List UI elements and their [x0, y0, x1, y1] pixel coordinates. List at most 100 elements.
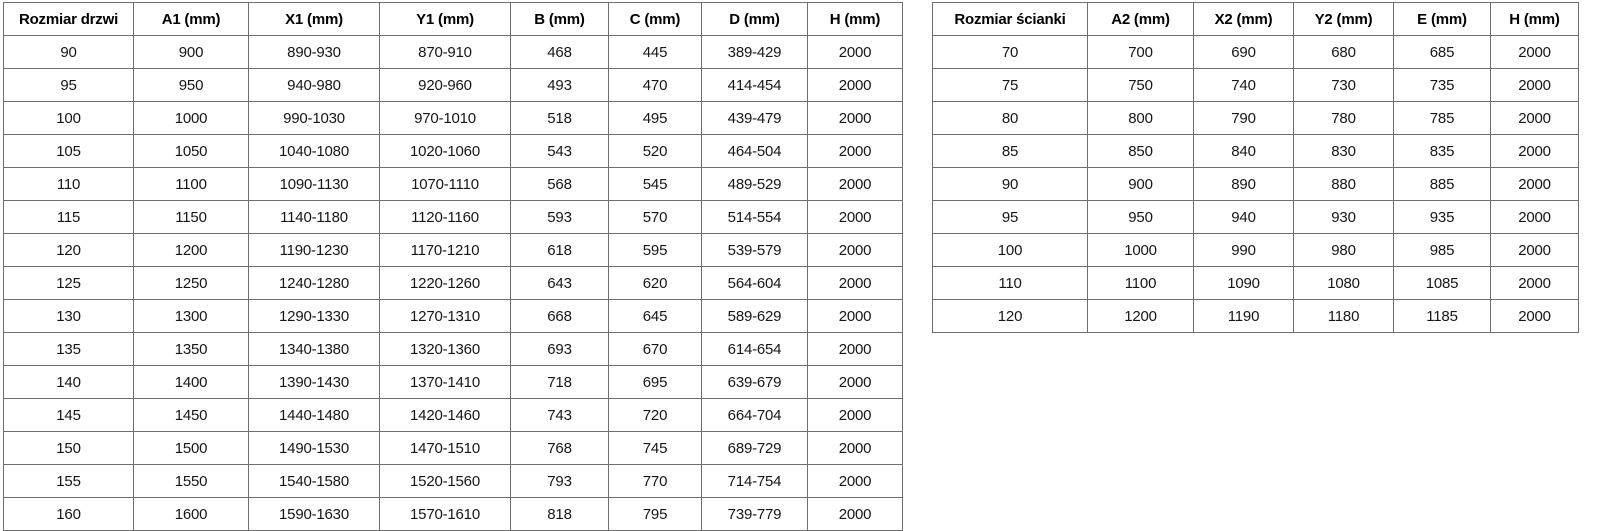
doors-cell-r11-c6: 664-704: [701, 398, 808, 432]
walls-cell-r1-c1: 750: [1087, 68, 1194, 102]
doors-cell-r7-c5: 620: [608, 266, 702, 300]
walls-column-header-0: Rozmiar ścianki: [932, 2, 1088, 36]
doors-cell-r7-c6: 564-604: [701, 266, 808, 300]
walls-cell-r0-c2: 690: [1193, 35, 1294, 69]
walls-cell-r3-c0: 85: [932, 134, 1088, 168]
table-row: 110 1100 1090 1080 1085 2000: [932, 266, 1579, 300]
walls-cell-r7-c1: 1100: [1087, 266, 1194, 300]
doors-cell-r3-c3: 1020-1060: [379, 134, 511, 168]
doors-cell-r0-c6: 389-429: [701, 35, 808, 69]
doors-cell-r12-c0: 150: [3, 431, 134, 465]
doors-cell-r9-c3: 1320-1360: [379, 332, 511, 366]
table-row: 85 850 840 830 835 2000: [932, 134, 1579, 168]
doors-cell-r2-c0: 100: [3, 101, 134, 135]
doors-column-header-1: A1 (mm): [133, 2, 249, 36]
doors-cell-r0-c5: 445: [608, 35, 702, 69]
doors-cell-r10-c0: 140: [3, 365, 134, 399]
walls-cell-r6-c3: 980: [1293, 233, 1394, 267]
walls-cell-r5-c0: 95: [932, 200, 1088, 234]
doors-cell-r8-c5: 645: [608, 299, 702, 333]
doors-cell-r8-c6: 589-629: [701, 299, 808, 333]
doors-cell-r1-c1: 950: [133, 68, 249, 102]
doors-cell-r3-c5: 520: [608, 134, 702, 168]
table-row: 115 1150 1140-1180 1120-1160 593 570 514-554 20…: [3, 200, 903, 234]
walls-cell-r7-c2: 1090: [1193, 266, 1294, 300]
walls-cell-r3-c1: 850: [1087, 134, 1194, 168]
table-row: 160 1600 1590-1630 1570-1610 818 795 739-779 20…: [3, 497, 903, 531]
doors-cell-r4-c3: 1070-1110: [379, 167, 511, 201]
doors-cell-r4-c7: 2000: [807, 167, 903, 201]
doors-cell-r12-c3: 1470-1510: [379, 431, 511, 465]
table-row: 150 1500 1490-1530 1470-1510 768 745 689-729 20…: [3, 431, 903, 465]
doors-column-header-5: C (mm): [608, 2, 702, 36]
doors-cell-r3-c4: 543: [510, 134, 609, 168]
walls-cell-r6-c5: 2000: [1490, 233, 1579, 267]
doors-cell-r14-c3: 1570-1610: [379, 497, 511, 531]
walls-column-header-1: A2 (mm): [1087, 2, 1194, 36]
doors-cell-r14-c4: 818: [510, 497, 609, 531]
doors-cell-r12-c1: 1500: [133, 431, 249, 465]
doors-cell-r11-c3: 1420-1460: [379, 398, 511, 432]
table-row: 130 1300 1290-1330 1270-1310 668 645 589-629 20…: [3, 299, 903, 333]
walls-cell-r5-c2: 940: [1193, 200, 1294, 234]
doors-cell-r13-c2: 1540-1580: [248, 464, 380, 498]
walls-cell-r5-c1: 950: [1087, 200, 1194, 234]
walls-cell-r2-c3: 780: [1293, 101, 1394, 135]
doors-cell-r5-c7: 2000: [807, 200, 903, 234]
doors-cell-r11-c5: 720: [608, 398, 702, 432]
doors-cell-r11-c2: 1440-1480: [248, 398, 380, 432]
table-row: 120 1200 1190-1230 1170-1210 618 595 539-579 20…: [3, 233, 903, 267]
doors-cell-r12-c7: 2000: [807, 431, 903, 465]
doors-cell-r3-c6: 464-504: [701, 134, 808, 168]
doors-cell-r12-c6: 689-729: [701, 431, 808, 465]
table-row: 90 900 890 880 885 2000: [932, 167, 1579, 201]
walls-cell-r0-c3: 680: [1293, 35, 1394, 69]
doors-cell-r14-c2: 1590-1630: [248, 497, 380, 531]
doors-cell-r5-c2: 1140-1180: [248, 200, 380, 234]
walls-specification-table: Rozmiar ścianki A2 (mm) X2 (mm) Y2 (mm) E (m…: [932, 2, 1579, 333]
doors-cell-r6-c6: 539-579: [701, 233, 808, 267]
doors-column-header-4: B (mm): [510, 2, 609, 36]
walls-cell-r6-c2: 990: [1193, 233, 1294, 267]
walls-cell-r3-c2: 840: [1193, 134, 1294, 168]
doors-column-header-0: Rozmiar drzwi: [3, 2, 134, 36]
doors-cell-r7-c3: 1220-1260: [379, 266, 511, 300]
doors-cell-r8-c1: 1300: [133, 299, 249, 333]
doors-cell-r11-c0: 145: [3, 398, 134, 432]
walls-cell-r4-c4: 885: [1393, 167, 1491, 201]
doors-cell-r13-c3: 1520-1560: [379, 464, 511, 498]
walls-cell-r0-c0: 70: [932, 35, 1088, 69]
doors-cell-r0-c7: 2000: [807, 35, 903, 69]
doors-cell-r2-c2: 990-1030: [248, 101, 380, 135]
doors-table-body: 90 900 890-930 870-910 468 445 389-429 2000 95 95…: [3, 35, 903, 531]
spec-tables-page: Rozmiar drzwi A1 (mm) X1 (mm) Y1 (mm) B (mm)…: [3, 2, 1579, 531]
walls-cell-r4-c5: 2000: [1490, 167, 1579, 201]
doors-cell-r0-c3: 870-910: [379, 35, 511, 69]
walls-cell-r3-c5: 2000: [1490, 134, 1579, 168]
doors-cell-r5-c6: 514-554: [701, 200, 808, 234]
table-row: 110 1100 1090-1130 1070-1110 568 545 489-529 20…: [3, 167, 903, 201]
doors-column-header-6: D (mm): [701, 2, 808, 36]
doors-cell-r8-c3: 1270-1310: [379, 299, 511, 333]
doors-cell-r2-c6: 439-479: [701, 101, 808, 135]
doors-cell-r12-c5: 745: [608, 431, 702, 465]
walls-cell-r2-c1: 800: [1087, 101, 1194, 135]
walls-table-body: 70 700 690 680 685 2000 75 750 740 730 735 2000 80 80…: [932, 35, 1579, 333]
doors-cell-r7-c0: 125: [3, 266, 134, 300]
walls-cell-r7-c4: 1085: [1393, 266, 1491, 300]
table-row: 155 1550 1540-1580 1520-1560 793 770 714-754 20…: [3, 464, 903, 498]
table-row: 95 950 940 930 935 2000: [932, 200, 1579, 234]
table-row: 105 1050 1040-1080 1020-1060 543 520 464-504 20…: [3, 134, 903, 168]
doors-cell-r0-c1: 900: [133, 35, 249, 69]
table-row: 75 750 740 730 735 2000: [932, 68, 1579, 102]
walls-cell-r4-c1: 900: [1087, 167, 1194, 201]
doors-cell-r14-c7: 2000: [807, 497, 903, 531]
doors-cell-r4-c1: 1100: [133, 167, 249, 201]
doors-cell-r3-c0: 105: [3, 134, 134, 168]
table-row: 135 1350 1340-1380 1320-1360 693 670 614-654 20…: [3, 332, 903, 366]
doors-cell-r6-c0: 120: [3, 233, 134, 267]
doors-specification-table: Rozmiar drzwi A1 (mm) X1 (mm) Y1 (mm) B (mm)…: [3, 2, 903, 531]
doors-cell-r4-c0: 110: [3, 167, 134, 201]
doors-cell-r5-c3: 1120-1160: [379, 200, 511, 234]
table-row: 90 900 890-930 870-910 468 445 389-429 2000: [3, 35, 903, 69]
